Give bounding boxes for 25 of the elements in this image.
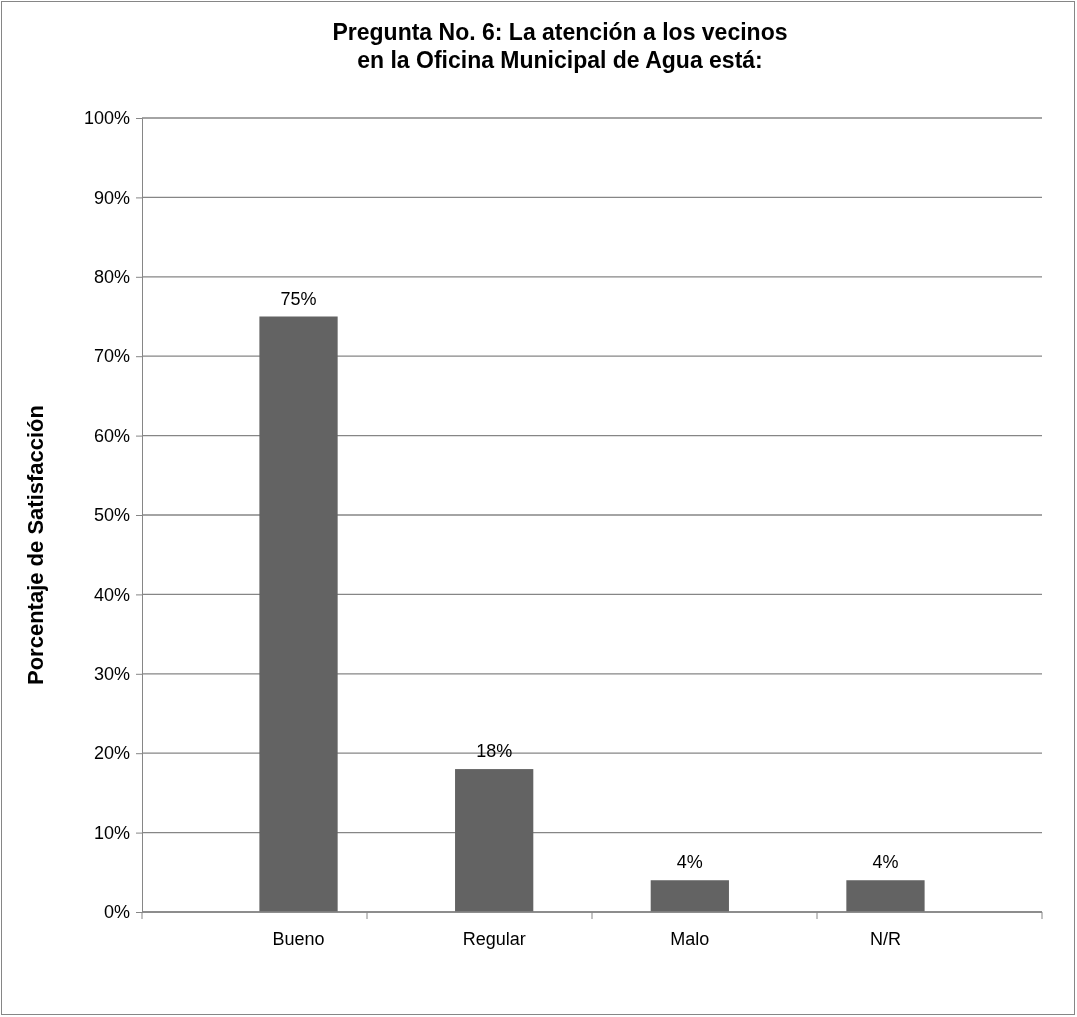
- bar: [455, 769, 534, 912]
- y-axis-title: Porcentaje de Satisfacción: [23, 405, 48, 685]
- data-label: 75%: [280, 288, 317, 309]
- y-tick-label: 20%: [93, 743, 130, 764]
- x-tick-label: N/R: [869, 929, 901, 949]
- x-tick-label: Regular: [462, 929, 526, 949]
- bar: [846, 880, 925, 912]
- y-tick-label: 100%: [83, 108, 130, 129]
- bar: [650, 880, 729, 912]
- y-tick-label: 0%: [103, 902, 130, 923]
- data-label: 4%: [676, 852, 703, 873]
- y-tick-label: 50%: [93, 505, 130, 526]
- y-tick-label: 70%: [93, 346, 130, 367]
- x-tick-label: Malo: [670, 929, 710, 949]
- chart-title: Pregunta No. 6: La atención a los vecinos en la Oficina Municipal de Agua está:: [332, 19, 788, 73]
- data-label: 4%: [872, 852, 899, 873]
- data-label: 18%: [476, 741, 513, 762]
- y-tick-label: 60%: [93, 425, 130, 446]
- y-tick-label: 40%: [93, 584, 130, 605]
- y-tick-label: 30%: [93, 664, 130, 685]
- bar: [259, 316, 338, 912]
- y-tick-label: 90%: [93, 187, 130, 208]
- y-tick-label: 10%: [93, 822, 130, 843]
- y-tick-label: 80%: [93, 267, 130, 288]
- x-tick-label: Bueno: [272, 929, 325, 949]
